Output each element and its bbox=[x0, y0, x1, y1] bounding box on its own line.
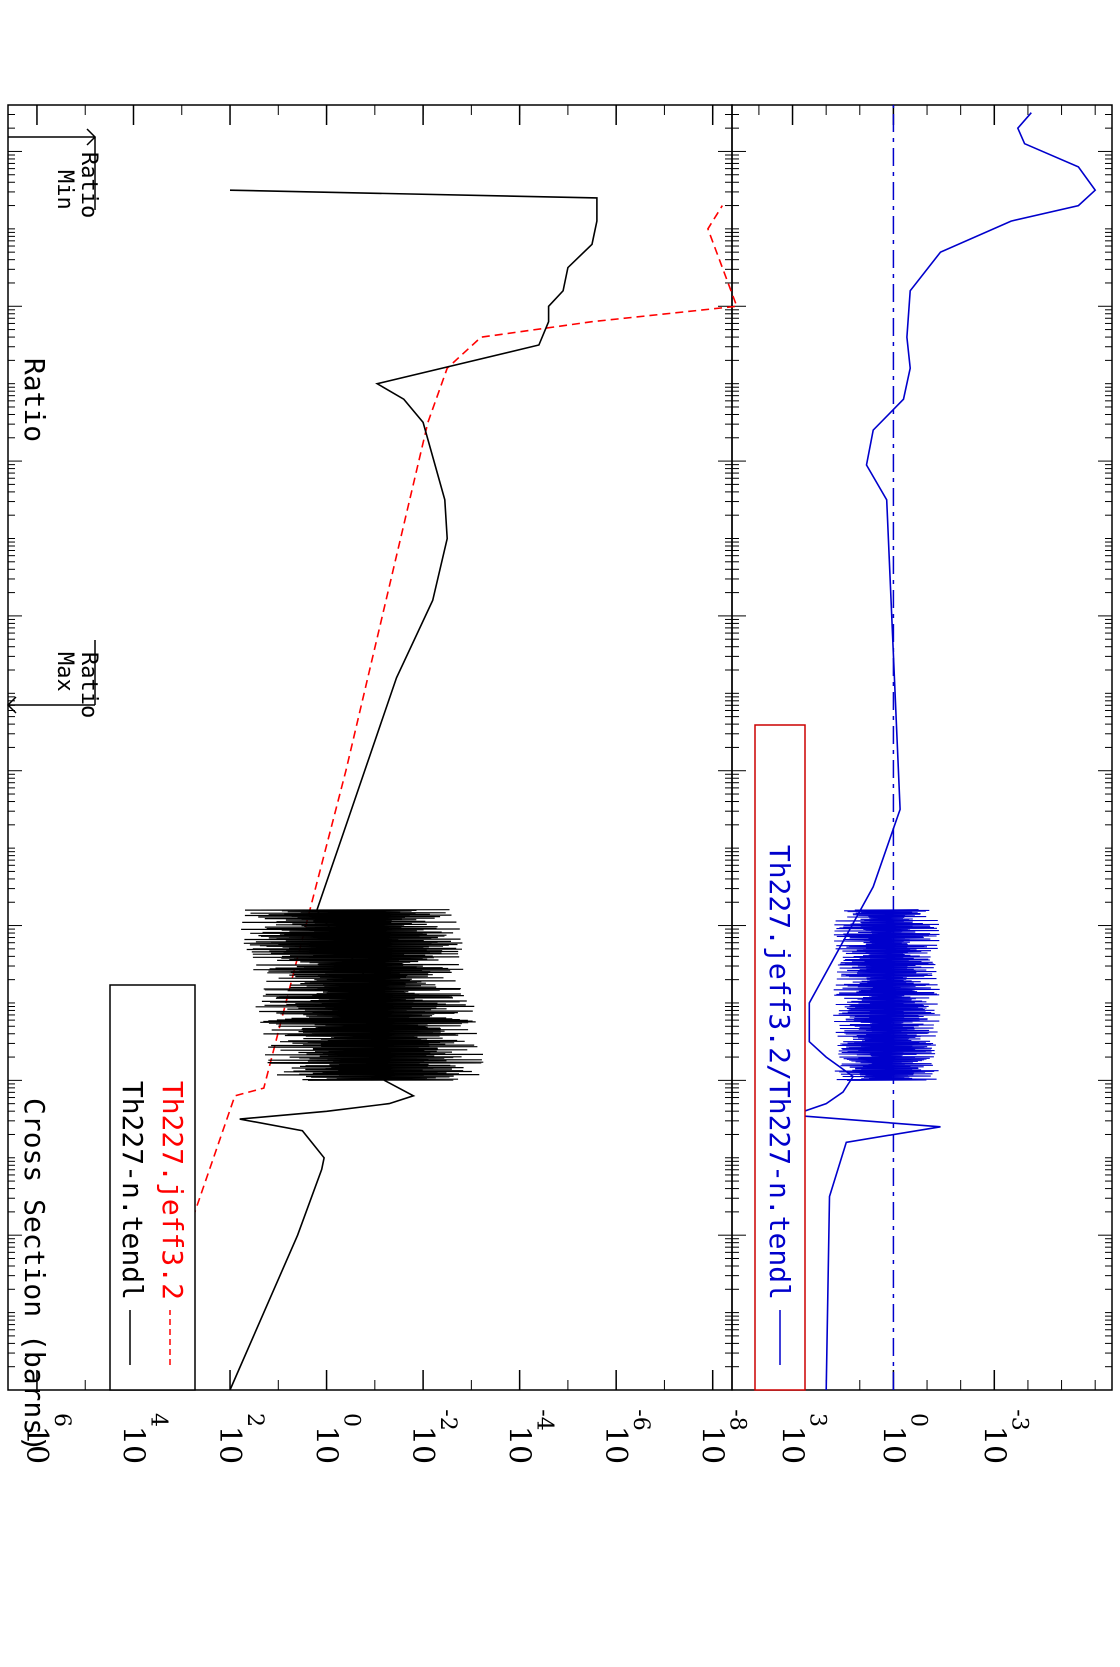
cross-section-series bbox=[132, 189, 738, 1391]
cross-section-tick-label-base: 10 bbox=[502, 1426, 537, 1464]
legend-label-jeff: Th227.jeff3.2 bbox=[156, 1081, 189, 1300]
ratio-series bbox=[792, 105, 1097, 1391]
cross-section-tick-label-base: 10 bbox=[695, 1426, 730, 1464]
cross-section-tick-label-exponent: -2 bbox=[435, 1409, 460, 1430]
cross-section-tick-label-exponent: 4 bbox=[145, 1413, 170, 1427]
max-ratio-label-line2: Ratio bbox=[76, 652, 101, 718]
min-ratio-label-line2: Ratio bbox=[76, 152, 101, 218]
jeff-series-line bbox=[132, 205, 738, 1391]
cross-section-legend-box bbox=[109, 984, 196, 1391]
cross-section-tick-label-base: 10 bbox=[19, 1426, 54, 1464]
max-ratio-arrow-icon bbox=[6, 696, 17, 714]
ratio-series-line bbox=[792, 112, 1097, 1391]
ratio-tick-label-base: 10 bbox=[875, 1426, 910, 1464]
max-min-annotations: Max Ratio Min Ratio bbox=[6, 128, 101, 718]
ratio-tick-label-exponent: -3 bbox=[1006, 1409, 1031, 1430]
ratio-tick-label-base: 10 bbox=[976, 1426, 1011, 1464]
ratio-tick-label-exponent: 3 bbox=[805, 1413, 830, 1427]
cross-section-tick-label-base: 10 bbox=[115, 1426, 150, 1464]
tendl-series-line bbox=[229, 189, 598, 1391]
cross-section-tick-label-base: 10 bbox=[212, 1426, 247, 1464]
ratio-resonance-region bbox=[833, 909, 941, 1081]
tendl-resonance-region bbox=[241, 909, 484, 1082]
cross-section-tick-label-exponent: 0 bbox=[339, 1413, 364, 1427]
cross-section-tick-label-base: 10 bbox=[405, 1426, 440, 1464]
y-axis-label-ratio: Ratio bbox=[18, 358, 51, 442]
legend-label-ratio: Th227.jeff3.2/Th227-n.tendl bbox=[763, 845, 796, 1300]
cross-section-tick-label-exponent: 2 bbox=[242, 1413, 267, 1427]
ratio-legend: Th227.jeff3.2/Th227-n.tendl bbox=[754, 724, 806, 1391]
ratio-tick-label-base: 10 bbox=[775, 1426, 810, 1464]
cross-section-tick-label-exponent: -4 bbox=[532, 1409, 557, 1430]
cross-section-tick-label-exponent: 6 bbox=[49, 1413, 74, 1427]
cross-section-tick-label-base: 10 bbox=[309, 1426, 344, 1464]
max-ratio-label-line1: Max bbox=[52, 652, 77, 692]
min-ratio-arrow-icon bbox=[86, 128, 97, 146]
cross-section-tick-label-exponent: -8 bbox=[725, 1409, 750, 1430]
cross-section-legend: Th227-n.tendl Th227.jeff3.2 bbox=[109, 984, 196, 1391]
min-ratio-label-line1: Min bbox=[52, 170, 77, 210]
cross-section-tick-label-exponent: -6 bbox=[628, 1409, 653, 1430]
y-axis-label-cross-section: Cross Section (barns) bbox=[18, 1098, 51, 1452]
legend-label-tendl: Th227-n.tendl bbox=[116, 1081, 149, 1300]
ratio-tick-label-exponent: 0 bbox=[905, 1413, 930, 1427]
ratio-legend-box bbox=[754, 724, 806, 1391]
cross-section-tick-label-base: 10 bbox=[598, 1426, 633, 1464]
x-axis-ticks bbox=[8, 114, 1112, 1391]
